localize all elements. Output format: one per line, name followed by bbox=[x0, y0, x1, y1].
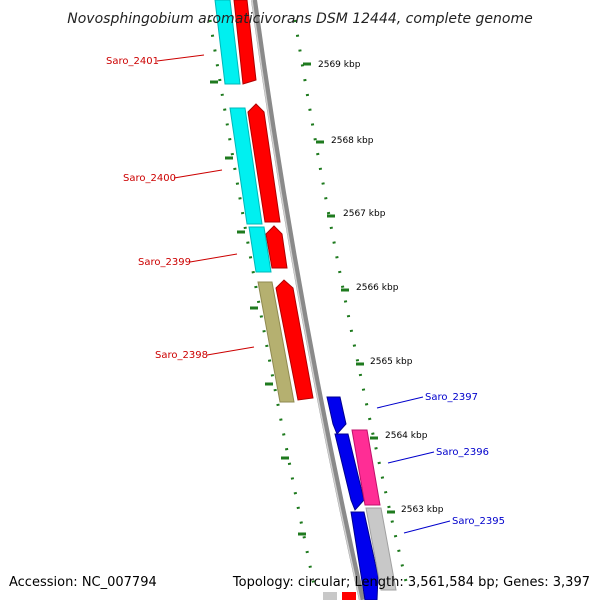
ruler-label: 2563 kbp bbox=[401, 505, 444, 515]
leader-lines-forward bbox=[376, 396, 451, 534]
cds-arrow-saro-2397 bbox=[326, 396, 347, 435]
cds-arrow-saro-2401 bbox=[233, 0, 257, 85]
ruler-label: 2566 kbp bbox=[356, 283, 399, 293]
cds-arrow-saro-2395 bbox=[350, 511, 379, 600]
ruler-label: 2568 kbp bbox=[331, 136, 374, 146]
major-ticks bbox=[303, 62, 395, 514]
gene-label-saro-2397: Saro_2397 bbox=[425, 392, 478, 403]
leader-lines-reverse bbox=[156, 54, 255, 356]
gene-label-saro-2395: Saro_2395 bbox=[452, 516, 505, 527]
genome-backbone bbox=[251, 0, 365, 600]
bottom-stub-red bbox=[342, 592, 356, 600]
cog-bar-saro-2396 bbox=[351, 429, 381, 506]
tick-rail-left bbox=[208, 19, 317, 591]
cog-bar-saro-2401 bbox=[214, 0, 241, 85]
cog-bar-saro-2398 bbox=[257, 281, 295, 403]
map-title: Novosphingobium aromaticivorans DSM 1244… bbox=[67, 11, 532, 27]
gene-label-saro-2401: Saro_2401 bbox=[106, 56, 159, 67]
ruler-label: 2569 kbp bbox=[318, 60, 361, 70]
cds-arrow-saro-2400 bbox=[247, 103, 281, 223]
accession-text: Accession: NC_007794 bbox=[9, 575, 157, 590]
genome-summary-text: Topology: circular; Length: 3,561,584 bp… bbox=[232, 575, 590, 590]
ruler-label: 2567 kbp bbox=[343, 209, 386, 219]
cds-arrow-saro-2399 bbox=[265, 225, 288, 269]
minor-ticks-left bbox=[210, 80, 306, 536]
cds-arrow-saro-2396 bbox=[334, 433, 365, 511]
genome-backbone-highlight bbox=[251, 0, 361, 600]
ruler-label: 2565 kbp bbox=[370, 357, 413, 367]
tick-rail-right bbox=[293, 19, 410, 591]
cog-bar-saro-2400 bbox=[229, 107, 263, 225]
gene-label-saro-2399: Saro_2399 bbox=[138, 257, 191, 268]
cds-arrow-saro-2398 bbox=[275, 279, 314, 401]
ruler-label: 2564 kbp bbox=[385, 431, 428, 441]
bottom-stub-grey bbox=[323, 592, 337, 600]
gene-label-saro-2400: Saro_2400 bbox=[123, 173, 176, 184]
cog-bar-saro-2399 bbox=[248, 226, 272, 273]
cog-bar-saro-2395 bbox=[365, 507, 397, 591]
gene-label-saro-2398: Saro_2398 bbox=[155, 350, 208, 361]
gene-label-saro-2396: Saro_2396 bbox=[436, 447, 489, 458]
